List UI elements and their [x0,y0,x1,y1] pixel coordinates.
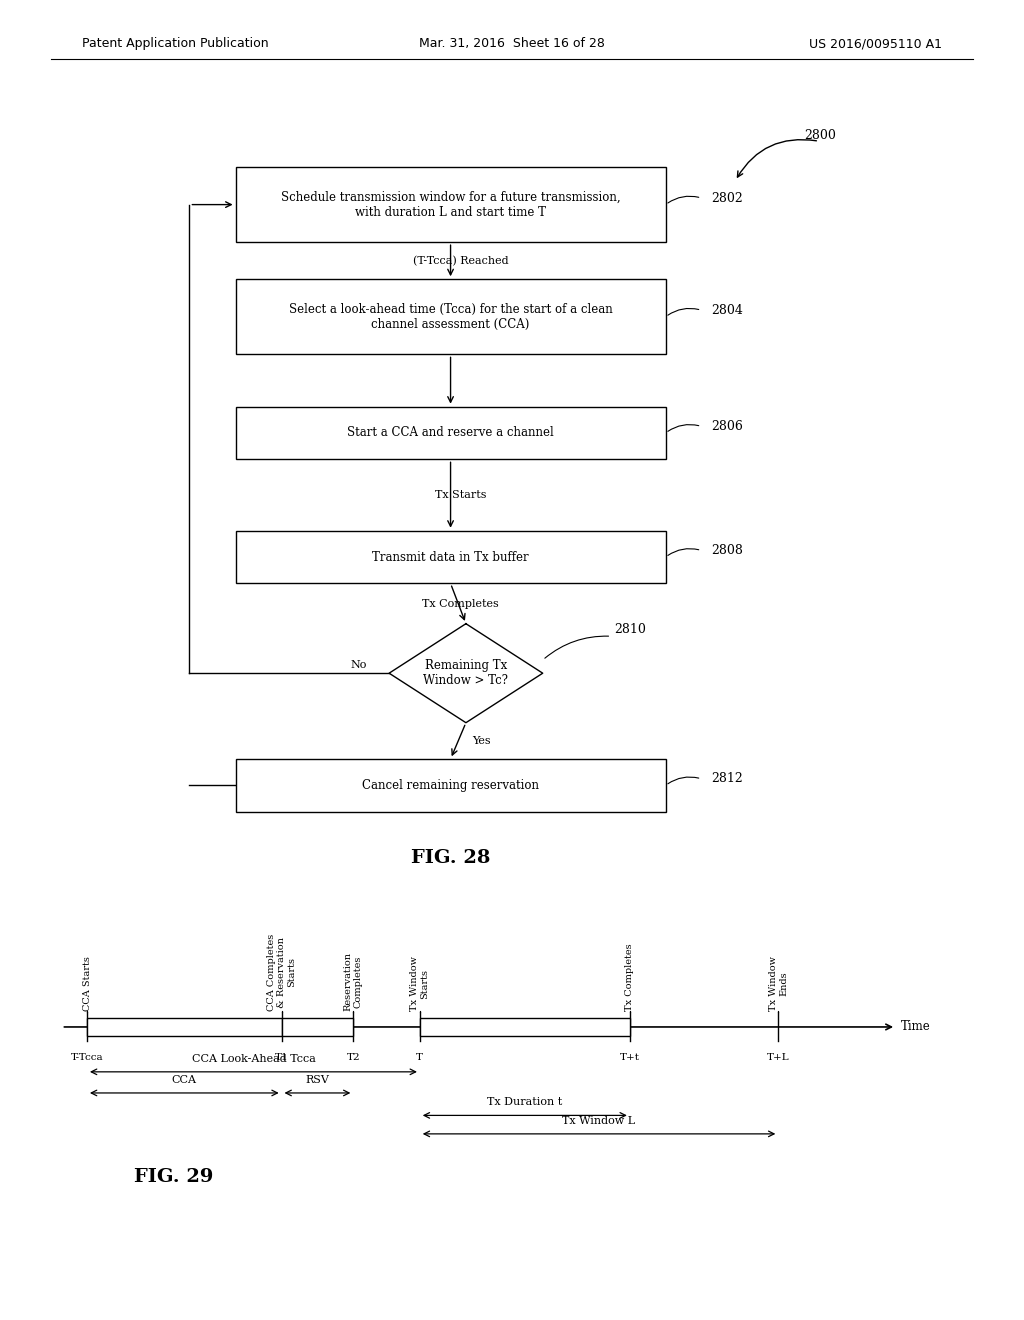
Text: CCA: CCA [172,1074,197,1085]
Text: T+t: T+t [620,1053,640,1063]
Text: Tx Duration t: Tx Duration t [487,1097,562,1107]
FancyBboxPatch shape [236,759,666,812]
Text: Yes: Yes [472,735,490,746]
Text: 2800: 2800 [804,129,836,143]
Text: CCA Completes
& Reservation
Starts: CCA Completes & Reservation Starts [266,933,297,1011]
Text: Tx Window
Ends: Tx Window Ends [769,956,787,1011]
Text: Time: Time [901,1020,931,1034]
Text: 2808: 2808 [712,544,743,557]
Text: FIG. 28: FIG. 28 [411,849,490,867]
Text: Tx Window L: Tx Window L [562,1115,636,1126]
Text: Tx Starts: Tx Starts [435,490,486,500]
Text: 2806: 2806 [712,420,743,433]
Text: Select a look-ahead time (Tcca) for the start of a clean
channel assessment (CCA: Select a look-ahead time (Tcca) for the … [289,302,612,331]
Text: 2812: 2812 [712,772,743,785]
Bar [420,1018,630,1036]
FancyBboxPatch shape [236,407,666,459]
Text: Tx Completes: Tx Completes [626,944,634,1011]
Text: Schedule transmission window for a future transmission,
with duration L and star: Schedule transmission window for a futur… [281,190,621,219]
Text: 2802: 2802 [712,191,743,205]
Text: Patent Application Publication: Patent Application Publication [82,37,268,50]
Text: CCA Look-Ahead Tcca: CCA Look-Ahead Tcca [191,1053,315,1064]
Text: Tx Window
Starts: Tx Window Starts [411,956,429,1011]
Text: 2804: 2804 [712,304,743,317]
Text: RSV: RSV [305,1074,330,1085]
Text: Cancel remaining reservation: Cancel remaining reservation [362,779,539,792]
Text: Tx Completes: Tx Completes [423,598,499,609]
Text: T-Tcca: T-Tcca [71,1053,103,1063]
Text: T2: T2 [346,1053,360,1063]
Text: 2810: 2810 [614,623,646,636]
Text: FIG. 29: FIG. 29 [134,1168,214,1187]
Bar [282,1018,353,1036]
Text: Start a CCA and reserve a channel: Start a CCA and reserve a channel [347,426,554,440]
Text: Mar. 31, 2016  Sheet 16 of 28: Mar. 31, 2016 Sheet 16 of 28 [419,37,605,50]
FancyBboxPatch shape [236,279,666,354]
Text: T1: T1 [274,1053,289,1063]
Text: T: T [417,1053,423,1063]
Text: Transmit data in Tx buffer: Transmit data in Tx buffer [373,550,528,564]
Text: US 2016/0095110 A1: US 2016/0095110 A1 [809,37,942,50]
Bar [87,1018,282,1036]
Text: CCA Starts: CCA Starts [83,956,91,1011]
FancyBboxPatch shape [236,531,666,583]
Text: Reservation
Completes: Reservation Completes [344,952,362,1011]
Text: (T-Tcca) Reached: (T-Tcca) Reached [413,256,509,265]
Text: No: No [350,660,367,671]
Text: T+L: T+L [767,1053,790,1063]
FancyBboxPatch shape [236,168,666,243]
Text: Remaining Tx
Window > Tc?: Remaining Tx Window > Tc? [423,659,509,688]
